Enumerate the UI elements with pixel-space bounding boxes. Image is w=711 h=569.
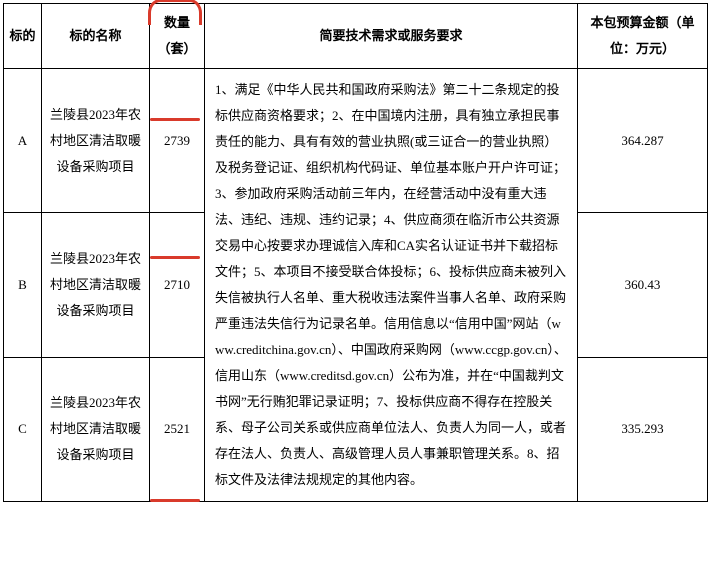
table-row: A 兰陵县2023年农村地区清洁取暖设备采购项目 2739 1、满足《中华人民共… [4,69,708,213]
table-header-row: 标的 标的名称 数量（套） 简要技术需求或服务要求 本包预算金额（单位：万元） [4,4,708,69]
header-qty: 数量（套） [150,4,205,69]
header-req: 简要技术需求或服务要求 [205,4,578,69]
header-name: 标的名称 [42,4,150,69]
cell-budget: 360.43 [578,213,708,357]
cell-id: C [4,357,42,501]
header-id: 标的 [4,4,42,69]
cell-name: 兰陵县2023年农村地区清洁取暖设备采购项目 [42,69,150,213]
cell-budget: 364.287 [578,69,708,213]
cell-name: 兰陵县2023年农村地区清洁取暖设备采购项目 [42,213,150,357]
cell-qty: 2521 [150,357,205,501]
cell-name: 兰陵县2023年农村地区清洁取暖设备采购项目 [42,357,150,501]
cell-budget: 335.293 [578,357,708,501]
procurement-table: 标的 标的名称 数量（套） 简要技术需求或服务要求 本包预算金额（单位：万元） … [3,3,708,502]
cell-qty: 2739 [150,69,205,213]
cell-qty: 2710 [150,213,205,357]
header-budget: 本包预算金额（单位：万元） [578,4,708,69]
cell-requirements: 1、满足《中华人民共和国政府采购法》第二十二条规定的投标供应商资格要求；2、在中… [205,69,578,502]
cell-id: B [4,213,42,357]
cell-id: A [4,69,42,213]
